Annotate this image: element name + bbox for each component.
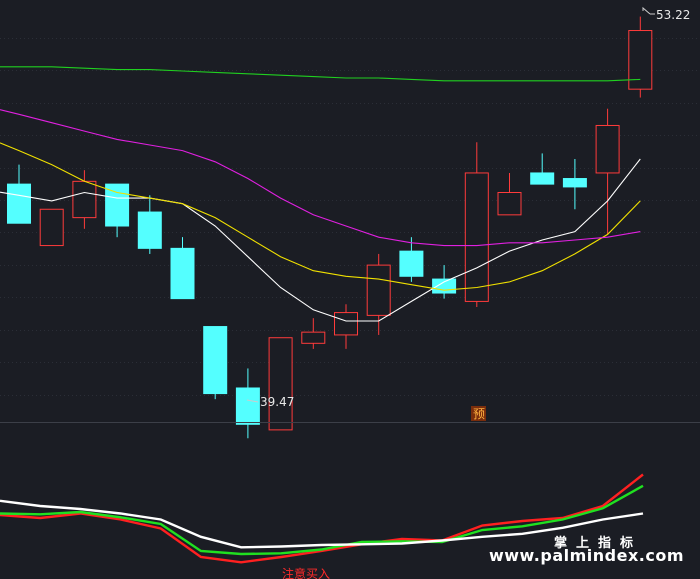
signal-label: 注意买入 bbox=[282, 566, 330, 579]
ma-line-white bbox=[0, 158, 641, 322]
candle-up bbox=[39, 208, 64, 247]
candles-group bbox=[7, 16, 653, 439]
high-price-label: 53.22 bbox=[656, 8, 690, 22]
candle-up bbox=[268, 337, 293, 431]
candle-down bbox=[562, 178, 587, 188]
candle-up bbox=[366, 264, 391, 316]
candle-down bbox=[235, 387, 260, 425]
candle-down bbox=[399, 250, 424, 277]
candle-down bbox=[203, 326, 228, 395]
candle-up bbox=[595, 124, 620, 174]
watermark-url: www.palmindex.com bbox=[488, 546, 684, 565]
indicator-line-green bbox=[0, 484, 644, 556]
price-annotations: 53.22 39.47 预 bbox=[246, 6, 690, 421]
candle-up bbox=[628, 30, 653, 90]
candle-up bbox=[301, 331, 326, 344]
candle-up bbox=[72, 180, 97, 219]
candle-down bbox=[170, 247, 195, 300]
forecast-badge-box bbox=[471, 406, 486, 421]
price-grid bbox=[0, 38, 700, 396]
watermark-brand: 掌上指标 bbox=[553, 536, 642, 551]
candle-up bbox=[334, 312, 358, 336]
candle-down bbox=[137, 211, 162, 249]
moving-average-lines bbox=[0, 66, 641, 322]
candle-down bbox=[105, 183, 130, 227]
ma-line-yellow bbox=[0, 142, 641, 291]
ma-line-magenta bbox=[0, 109, 641, 247]
forecast-badge: 预 bbox=[473, 407, 485, 421]
candle-up bbox=[497, 192, 522, 216]
ma-line-green bbox=[0, 66, 641, 82]
indicator-line-white bbox=[0, 499, 644, 549]
indicator-line-red bbox=[0, 473, 644, 564]
candle-down bbox=[7, 183, 31, 224]
low-marker-arrow bbox=[246, 399, 259, 403]
indicator-lines bbox=[0, 473, 644, 564]
candle-down bbox=[530, 172, 555, 185]
candle-down bbox=[432, 278, 457, 294]
high-marker-arrow bbox=[642, 6, 651, 15]
low-price-label: 39.47 bbox=[260, 395, 294, 409]
candle-up bbox=[464, 172, 489, 302]
